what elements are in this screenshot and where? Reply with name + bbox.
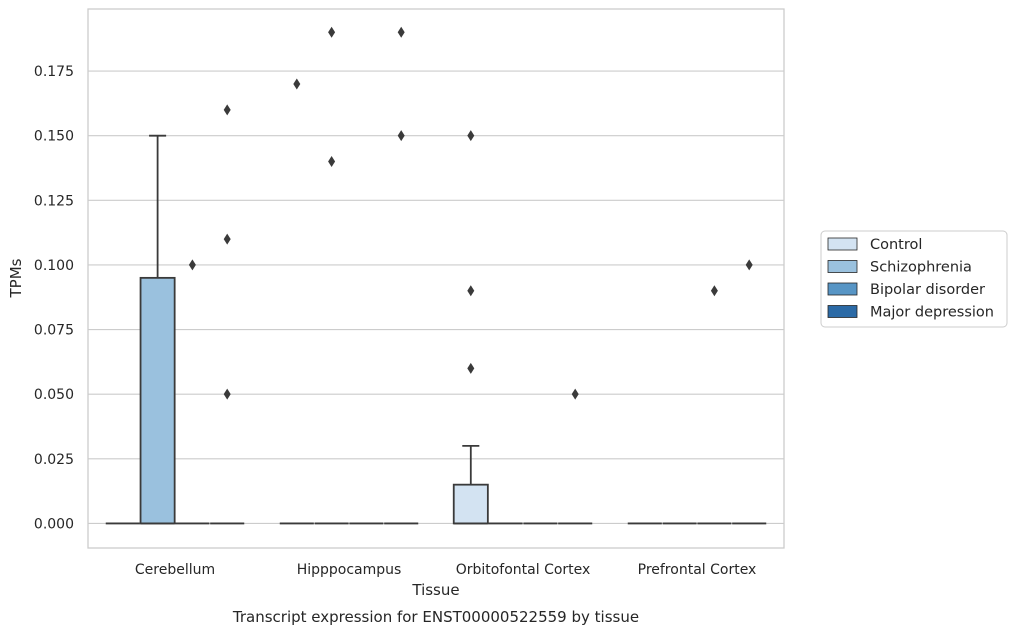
- outlier-point: [467, 285, 475, 297]
- box-0-2: [175, 259, 210, 525]
- box-0-3: [210, 104, 245, 525]
- outlier-point: [223, 233, 231, 245]
- outlier-point: [293, 78, 301, 90]
- legend-swatch: [827, 282, 858, 296]
- outlier-point: [223, 104, 231, 116]
- box-body: [452, 483, 489, 525]
- y-tick-label: 0.000: [34, 516, 74, 532]
- plot-background: [88, 9, 784, 548]
- legend-label: Schizophrenia: [870, 260, 972, 276]
- y-tick-label: 0.075: [34, 323, 74, 339]
- outlier-point: [710, 285, 718, 297]
- chart-caption: Transcript expression for ENST0000052255…: [232, 608, 639, 626]
- outlier-point: [467, 130, 475, 142]
- box-3-2: [697, 285, 732, 525]
- box-layer: [105, 26, 767, 525]
- legend-label: Bipolar disorder: [870, 282, 985, 298]
- legend: Control Schizophrenia Bipolar disorder Majo…: [820, 230, 1008, 328]
- box-2-3: [558, 388, 593, 525]
- outlier-point: [397, 130, 405, 142]
- x-tick-label: Cerebellum: [135, 562, 215, 578]
- x-tick-label: Orbitofontal Cortex: [456, 562, 591, 578]
- legend-swatch: [827, 237, 858, 251]
- box-1-0: [279, 78, 314, 525]
- legend-swatch: [827, 260, 858, 273]
- outlier-point: [328, 156, 336, 168]
- y-axis-label: TPMs: [7, 258, 25, 298]
- outlier-point: [223, 388, 231, 400]
- y-tick-label: 0.100: [34, 258, 74, 274]
- legend-frame: [820, 230, 1008, 328]
- outlier-point: [328, 26, 336, 38]
- outlier-point: [188, 259, 196, 271]
- x-tick-label: Hipppocampus: [297, 562, 402, 578]
- box-1-1: [314, 26, 349, 525]
- box-3-3: [732, 259, 767, 525]
- outlier-point: [745, 259, 753, 271]
- plot-frame: [87, 8, 785, 549]
- y-tick-label: 0.175: [34, 64, 74, 80]
- y-tick-label: 0.025: [34, 452, 74, 468]
- x-tick-label: Prefrontal Cortex: [638, 562, 757, 578]
- box-2-0: [452, 130, 489, 525]
- y-tick-label: 0.125: [34, 193, 74, 209]
- outlier-point: [571, 388, 579, 400]
- box-body: [139, 276, 176, 525]
- box-0-1: [139, 134, 176, 525]
- legend-label: Major depression: [870, 305, 994, 321]
- outlier-point: [397, 26, 405, 38]
- x-axis-label: Tissue: [411, 581, 459, 599]
- box-1-3: [384, 26, 419, 525]
- y-tick-labels: 0.000 0.025 0.050 0.075 0.100 0.125 0.150 0.175: [34, 64, 74, 532]
- y-tick-label: 0.050: [34, 387, 74, 403]
- x-tick-labels: Cerebellum Hipppocampus Orbitofontal Corte…: [135, 562, 756, 578]
- outlier-point: [467, 362, 475, 374]
- legend-swatch: [827, 305, 858, 318]
- y-tick-label: 0.150: [34, 129, 74, 145]
- grid-lines: [88, 70, 784, 525]
- legend-label: Control: [870, 237, 922, 253]
